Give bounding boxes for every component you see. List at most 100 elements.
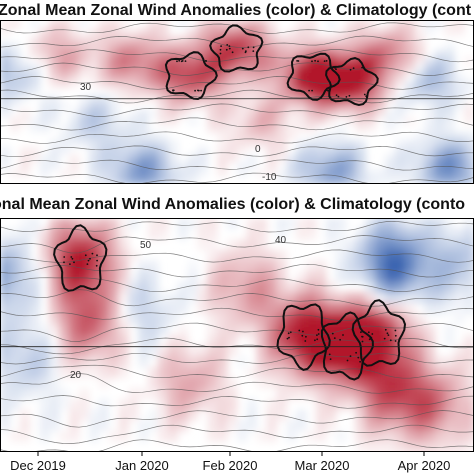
- anomaly-cell: [266, 420, 278, 432]
- anomaly-cell: [434, 218, 445, 230]
- anomaly-cell: [246, 102, 258, 111]
- anomaly-cell: [444, 116, 455, 125]
- anomaly-cell: [306, 345, 317, 357]
- anomaly-cell: [355, 303, 366, 315]
- anomaly-cell: [335, 34, 347, 43]
- anomaly-cell: [98, 218, 110, 230]
- anomaly-cell: [246, 398, 258, 411]
- anomaly-cell: [9, 116, 21, 125]
- anomaly-cell: [306, 79, 317, 88]
- anomaly-cell: [227, 303, 238, 315]
- anomaly-cell: [148, 281, 159, 294]
- anomaly-cell: [227, 27, 238, 36]
- anomaly-cell: [306, 161, 317, 170]
- anomaly-cell: [276, 87, 287, 96]
- anomaly-cell: [246, 139, 258, 148]
- anomaly-cell: [158, 27, 169, 36]
- significance-stipple: [327, 89, 329, 92]
- anomaly-cell: [395, 161, 406, 170]
- anomaly-cell: [414, 388, 426, 400]
- anomaly-cell: [414, 313, 426, 325]
- climatology-contour-line: [0, 289, 474, 307]
- anomaly-cell: [118, 176, 129, 184]
- anomaly-cell: [148, 420, 159, 432]
- climatology-contour-line: [0, 76, 474, 90]
- anomaly-cell: [59, 430, 70, 442]
- anomaly-cell: [227, 154, 238, 163]
- anomaly-cell: [207, 356, 218, 368]
- anomaly-cell: [404, 20, 416, 29]
- anomaly-cell: [108, 124, 120, 133]
- anomaly-cell: [355, 139, 366, 148]
- anomaly-cell: [0, 102, 11, 111]
- anomaly-cell: [395, 409, 406, 421]
- anomaly-cell: [207, 335, 218, 347]
- anomaly-cell: [434, 239, 445, 251]
- significance-stipple: [308, 89, 310, 92]
- anomaly-cell: [0, 281, 11, 294]
- anomaly-cell: [464, 345, 474, 357]
- anomaly-cell: [335, 249, 347, 262]
- anomaly-cell: [266, 313, 278, 325]
- anomaly-cell: [29, 228, 41, 240]
- significance-stipple: [317, 60, 319, 63]
- anomaly-cell: [464, 409, 474, 421]
- anomaly-cell: [296, 161, 307, 170]
- significance-stipple: [334, 66, 336, 69]
- anomaly-cell: [69, 20, 80, 29]
- anomaly-cell: [0, 409, 11, 421]
- anomaly-cell: [424, 169, 436, 178]
- anomaly-cell: [39, 169, 50, 178]
- anomaly-cell: [345, 139, 357, 148]
- anomaly-cell: [434, 366, 445, 379]
- significance-stipple: [86, 263, 89, 265]
- anomaly-cell: [325, 239, 337, 251]
- anomaly-cell: [108, 260, 120, 272]
- anomaly-cell: [69, 345, 80, 357]
- anomaly-cell: [424, 260, 436, 272]
- anomaly-cell: [246, 324, 258, 336]
- anomaly-cell: [177, 42, 189, 51]
- anomaly-cell: [365, 72, 376, 81]
- climatology-contour-line: [0, 439, 474, 452]
- significance-stipple: [394, 334, 397, 337]
- anomaly-cell: [88, 64, 100, 73]
- anomaly-cell: [375, 281, 386, 294]
- x-tick-label: Jan 2020: [115, 458, 169, 473]
- anomaly-cell: [286, 430, 297, 442]
- anomaly-cell: [148, 49, 159, 58]
- anomaly-cell: [0, 109, 11, 118]
- anomaly-cell: [424, 409, 436, 421]
- anomaly-cell: [217, 335, 228, 347]
- anomaly-cell: [454, 87, 465, 96]
- contour-label: 0: [255, 144, 261, 155]
- anomaly-cell: [434, 398, 445, 411]
- anomaly-cell: [108, 72, 120, 81]
- anomaly-cell: [207, 324, 218, 336]
- anomaly-cell: [49, 260, 60, 272]
- significance-stipple: [219, 48, 222, 51]
- significance-stipple: [71, 257, 74, 260]
- anomaly-cell: [59, 49, 70, 58]
- significance-stipple: [335, 94, 338, 97]
- anomaly-cell: [177, 345, 189, 357]
- anomaly-cell: [19, 239, 31, 251]
- anomaly-cell: [316, 356, 327, 368]
- anomaly-cell: [404, 388, 416, 400]
- anomaly-cell: [118, 281, 129, 294]
- anomaly-cell: [434, 388, 445, 400]
- anomaly-cell: [128, 303, 139, 315]
- significance-stipple: [96, 254, 98, 257]
- anomaly-cell: [266, 146, 278, 155]
- anomaly-cell: [88, 131, 100, 140]
- anomaly-cell: [276, 34, 287, 43]
- anomaly-cell: [19, 420, 31, 432]
- anomaly-cell: [79, 228, 90, 240]
- anomaly-cell: [49, 228, 60, 240]
- anomaly-cell: [88, 271, 100, 283]
- anomaly-cell: [128, 49, 139, 58]
- anomaly-cell: [385, 324, 396, 336]
- anomaly-cell: [39, 260, 50, 272]
- anomaly-cell: [385, 218, 396, 230]
- anomaly-cell: [49, 79, 60, 88]
